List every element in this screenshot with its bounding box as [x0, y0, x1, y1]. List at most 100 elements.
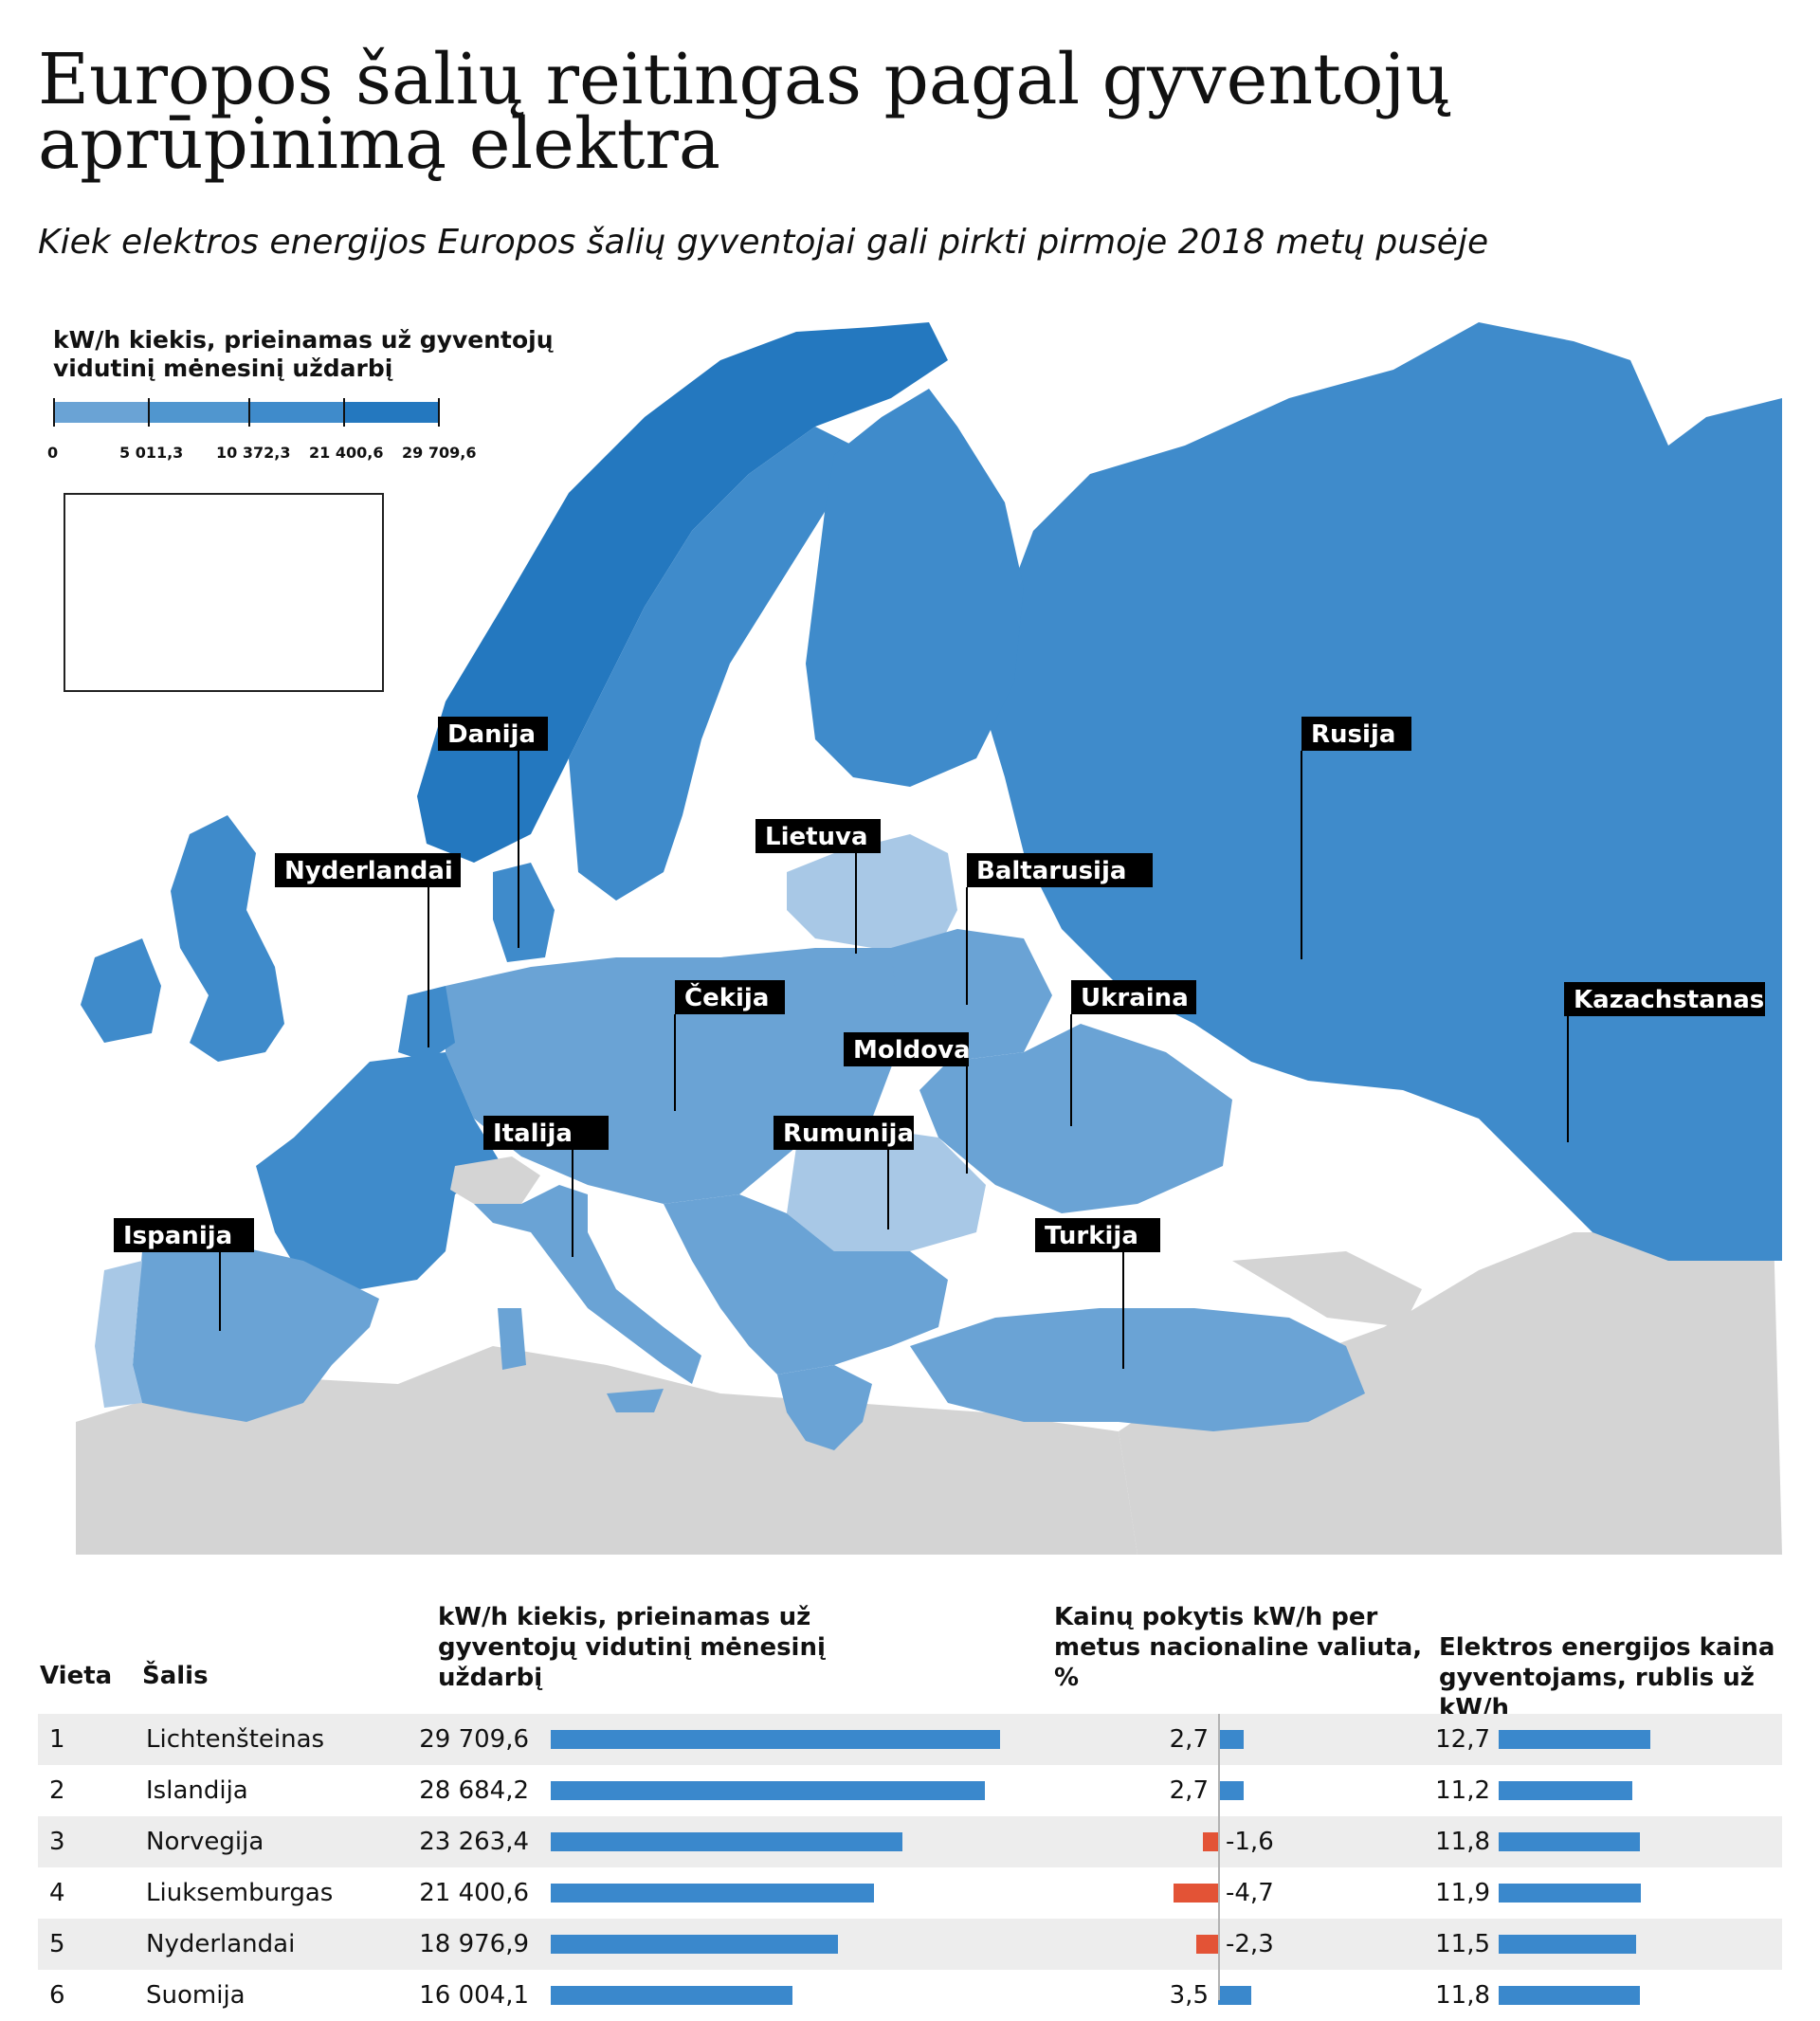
map-label-text: Ispanija	[123, 1222, 232, 1250]
col-header-kwh: kW/h kiekis, prieinamas už gyventojų vid…	[438, 1603, 826, 1692]
row-kwh-value: 18 976,9	[419, 1930, 529, 1958]
middle-east-region	[1119, 1194, 1782, 1555]
price-bar	[1499, 1986, 1640, 2005]
table-row: 2 Islandija 28 684,2 2,7 11,2	[38, 1765, 1782, 1816]
map-label-text: Danija	[447, 720, 536, 749]
legend-tick-label: 10 372,3	[216, 444, 291, 462]
spain-region	[133, 1242, 379, 1422]
legend-swatch	[149, 402, 249, 423]
map-label: Turkija	[1035, 1218, 1160, 1252]
page-title: Europos šalių reitingas pagal gyventojų …	[38, 39, 1451, 185]
row-country: Lichtenšteinas	[146, 1725, 325, 1754]
map-label: Rumunija	[774, 1116, 914, 1150]
row-rank: 3	[49, 1828, 65, 1856]
row-country: Norvegija	[146, 1828, 264, 1856]
kwh-bar	[551, 1986, 792, 2005]
col-header-rank: Vieta	[40, 1662, 113, 1690]
row-change-value: 2,7	[1169, 1776, 1209, 1805]
row-kwh-value: 21 400,6	[419, 1879, 529, 1907]
legend-swatch	[54, 402, 149, 423]
row-country: Suomija	[146, 1981, 246, 2010]
price-change-bar	[1203, 1832, 1218, 1851]
baltics-region	[787, 834, 957, 948]
iceland-inset-box	[64, 493, 384, 692]
map-label: Čekija	[675, 980, 785, 1014]
legend-tick-label: 0	[47, 444, 59, 462]
map-label: Moldova	[844, 1032, 971, 1066]
price-change-bar	[1218, 1986, 1251, 2005]
ukraine-region	[919, 1024, 1232, 1213]
row-rank: 1	[49, 1725, 65, 1754]
norway-region	[417, 322, 948, 863]
map-label: Rusija	[1301, 717, 1411, 751]
legend-title: kW/h kiekis, prieinamas už gyventojų vid…	[53, 326, 554, 382]
row-country: Liuksemburgas	[146, 1879, 334, 1907]
price-bar	[1499, 1781, 1632, 1800]
row-kwh-value: 16 004,1	[419, 1981, 529, 2010]
kwh-bar	[551, 1935, 838, 1954]
map-label-text: Rumunija	[783, 1120, 914, 1148]
map-label-text: Baltarusija	[976, 857, 1126, 885]
benelux-region	[398, 986, 455, 1062]
map-label: Kazachstanas	[1564, 982, 1765, 1016]
kwh-bar	[551, 1884, 874, 1903]
row-price-value: 11,9	[1435, 1879, 1490, 1907]
legend-swatch	[249, 402, 344, 423]
map-label: Danija	[438, 717, 548, 751]
france-region	[256, 1052, 502, 1289]
row-rank: 4	[49, 1879, 65, 1907]
row-kwh-value: 29 709,6	[419, 1725, 529, 1754]
kwh-bar	[551, 1832, 902, 1851]
europe-map: IslandijaDanijaNyderlandaiLietuvaBaltaru…	[0, 294, 1820, 1564]
price-bar	[1499, 1935, 1636, 1954]
price-bar	[1499, 1884, 1641, 1903]
belarus-region	[891, 929, 1052, 1062]
row-price-value: 11,8	[1435, 1981, 1490, 2010]
sardinia-region	[498, 1308, 526, 1370]
map-label: Ispanija	[114, 1218, 254, 1252]
map-label-text: Lietuva	[765, 823, 868, 851]
row-price-value: 12,7	[1435, 1725, 1490, 1754]
legend-tick-label: 29 709,6	[402, 444, 477, 462]
portugal-region	[95, 1261, 142, 1408]
italy-region	[474, 1185, 701, 1384]
table-row: 3 Norvegija 23 263,4 -1,6 11,8	[38, 1816, 1782, 1867]
legend-tick-label: 5 011,3	[119, 444, 184, 462]
row-change-value: -1,6	[1226, 1828, 1274, 1856]
row-change-value: -2,3	[1226, 1930, 1274, 1958]
row-kwh-value: 28 684,2	[419, 1776, 529, 1805]
map-label: Nyderlandai	[275, 853, 461, 887]
row-change-value: 2,7	[1169, 1725, 1209, 1754]
balkans-region	[664, 1194, 948, 1375]
map-label: Italija	[483, 1116, 609, 1150]
switzerland-region	[450, 1156, 540, 1204]
map-label-text: Ukraina	[1081, 984, 1189, 1012]
row-country: Islandija	[146, 1776, 248, 1805]
price-bar	[1499, 1730, 1650, 1749]
row-rank: 5	[49, 1930, 65, 1958]
row-rank: 6	[49, 1981, 65, 2010]
finland-region	[806, 389, 1024, 787]
map-label: Ukraina	[1071, 980, 1196, 1014]
price-change-bar	[1218, 1730, 1244, 1749]
caucasus-region	[1232, 1251, 1422, 1327]
uk-region	[171, 815, 284, 1062]
page-subtitle: Kiek elektros energijos Europos šalių gy…	[38, 223, 1489, 262]
romania-region	[787, 1128, 986, 1251]
map-label: Lietuva	[755, 819, 881, 853]
legend-tick-label: 21 400,6	[309, 444, 384, 462]
price-bar	[1499, 1832, 1640, 1851]
map-label-text: Čekija	[684, 982, 769, 1012]
map-labels: IslandijaDanijaNyderlandaiLietuvaBaltaru…	[114, 506, 1765, 1369]
map-label-text: Rusija	[1311, 720, 1395, 749]
map-label-text: Italija	[493, 1120, 573, 1148]
price-change-bar	[1174, 1884, 1218, 1903]
greece-region	[777, 1365, 872, 1450]
map-label-text: Kazachstanas	[1574, 986, 1764, 1014]
ireland-region	[81, 938, 161, 1043]
row-rank: 2	[49, 1776, 65, 1805]
row-price-value: 11,8	[1435, 1828, 1490, 1856]
col-header-price: Elektros energijos kaina gyventojams, ru…	[1439, 1633, 1775, 1722]
col-header-change: Kainų pokytis kW/h per metus nacionaline…	[1054, 1603, 1423, 1692]
row-country: Nyderlandai	[146, 1930, 296, 1958]
